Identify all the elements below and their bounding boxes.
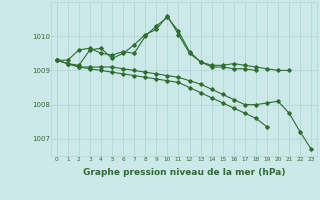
X-axis label: Graphe pression niveau de la mer (hPa): Graphe pression niveau de la mer (hPa) [83,168,285,177]
